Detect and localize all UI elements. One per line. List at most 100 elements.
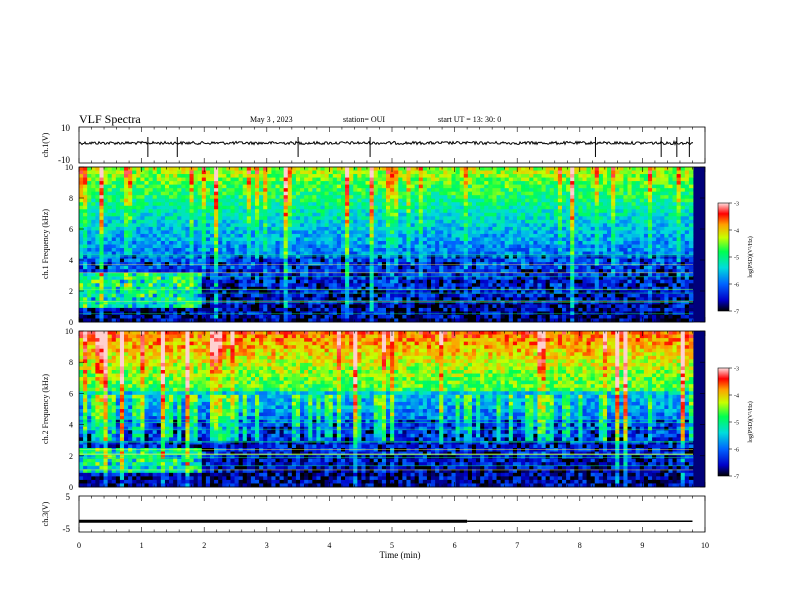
spectrogram-cell <box>320 248 325 252</box>
spectrogram-cell <box>418 195 424 200</box>
spectrogram-cell <box>246 314 252 319</box>
spectrogram-cell <box>124 304 129 309</box>
spectrogram-cell <box>484 279 489 284</box>
spectrogram-cell <box>516 244 522 249</box>
spectrogram-cell <box>185 209 190 214</box>
spectrogram-cell <box>218 205 223 210</box>
spectrogram-cell <box>111 174 117 178</box>
spectrogram-cell <box>516 318 522 323</box>
spectrogram-cell <box>320 300 325 305</box>
spectrogram-cell <box>488 219 493 224</box>
spectrogram-cell <box>271 170 276 175</box>
spectrogram-cell <box>304 233 309 238</box>
spectrogram-cell <box>177 195 182 200</box>
spectrogram-cell <box>349 283 354 288</box>
spectrogram-cell <box>324 226 330 231</box>
spectrogram-cell <box>488 226 493 231</box>
spectrogram-cell <box>177 244 182 249</box>
spectrogram-cell <box>99 167 104 171</box>
spectrogram-cell <box>263 314 268 319</box>
spectrogram-cell <box>422 272 428 277</box>
spectrogram-cell <box>353 279 358 284</box>
spectrogram-cell <box>422 248 428 252</box>
spectrogram-cell <box>312 258 317 263</box>
spectrogram-cell <box>226 251 231 256</box>
spectrogram-cell <box>316 269 321 274</box>
spectrogram-cell <box>279 269 285 274</box>
spectrogram-cell <box>488 188 493 193</box>
spectrogram-cell <box>361 265 366 270</box>
spectrogram-cell <box>312 167 317 171</box>
spectrogram-cell <box>189 258 195 263</box>
spectrogram-cell <box>193 251 199 256</box>
spectrogram-cell <box>209 209 215 214</box>
spectrogram-cell <box>259 174 264 178</box>
spectrogram-cell <box>459 216 465 221</box>
spectrogram-cell <box>205 240 211 245</box>
spectrogram-cell <box>496 265 502 270</box>
spectrogram-cell <box>156 258 162 263</box>
spectrogram-cell <box>148 265 154 270</box>
spectrogram-cell <box>324 272 330 277</box>
spectrogram-cell <box>492 300 497 305</box>
spectrogram-cell <box>512 167 518 171</box>
spectrogram-cell <box>443 230 448 235</box>
spectrogram-cell <box>132 167 137 171</box>
spectrogram-cell <box>226 248 231 252</box>
spectrogram-cell <box>275 311 280 316</box>
spectrogram-cell <box>234 233 240 238</box>
spectrogram-cell <box>459 237 465 242</box>
spectrogram-cell <box>267 307 272 312</box>
spectrogram-cell <box>390 167 395 171</box>
spectrogram-cell <box>418 240 424 245</box>
spectrogram-cell <box>132 244 137 249</box>
spectrogram-cell <box>295 272 301 277</box>
spectrogram-cell <box>275 244 280 249</box>
spectrogram-cell <box>492 251 497 256</box>
spectrogram-cell <box>279 226 285 231</box>
spectrogram-cell <box>365 181 371 186</box>
spectrogram-cell <box>410 283 416 288</box>
spectrogram-cell <box>439 226 444 231</box>
spectrogram-cell <box>504 177 510 182</box>
spectrogram-cell <box>193 170 199 175</box>
spectrogram-cell <box>156 276 162 281</box>
spectrogram-cell <box>406 279 411 284</box>
spectrogram-cell <box>83 293 88 298</box>
spectrogram-cell <box>107 174 113 178</box>
spectrogram-cell <box>500 290 506 295</box>
spectrogram-cell <box>377 188 383 193</box>
spectrogram-cell <box>197 223 203 228</box>
spectrogram-cell <box>267 184 272 189</box>
spectrogram-cell <box>295 318 301 323</box>
spectrogram-cell <box>177 300 182 305</box>
spectrogram-cell <box>439 251 444 256</box>
spectrogram-cell <box>324 318 330 323</box>
spectrogram-cell <box>463 244 469 249</box>
spectrogram-cell <box>156 209 162 214</box>
spectrogram-cell <box>340 209 346 214</box>
spectrogram-cell <box>156 240 162 245</box>
spectrogram-cell <box>324 237 330 242</box>
spectrogram-cell <box>500 230 506 235</box>
spectrogram-cell <box>447 265 452 270</box>
spectrogram-cell <box>148 205 154 210</box>
spectrogram-cell <box>209 258 215 263</box>
spectrogram-cell <box>234 318 240 323</box>
spectrogram-cell <box>152 219 158 224</box>
spectrogram-cell <box>205 191 211 196</box>
spectrogram-cell <box>426 191 432 196</box>
spectrogram-cell <box>177 272 182 277</box>
spectrogram-cell <box>111 230 117 235</box>
spectrogram-cell <box>496 276 502 281</box>
spectrogram-cell <box>394 233 399 238</box>
spectrogram-cell <box>320 283 325 288</box>
spectrogram-cell <box>230 269 235 274</box>
spectrogram-cell <box>140 191 145 196</box>
spectrogram-cell <box>525 314 530 319</box>
spectrogram-cell <box>373 272 379 277</box>
spectrogram-cell <box>377 300 383 305</box>
spectrogram-cell <box>377 177 383 182</box>
spectrogram-cell <box>99 307 104 312</box>
spectrogram-cell <box>83 237 88 242</box>
